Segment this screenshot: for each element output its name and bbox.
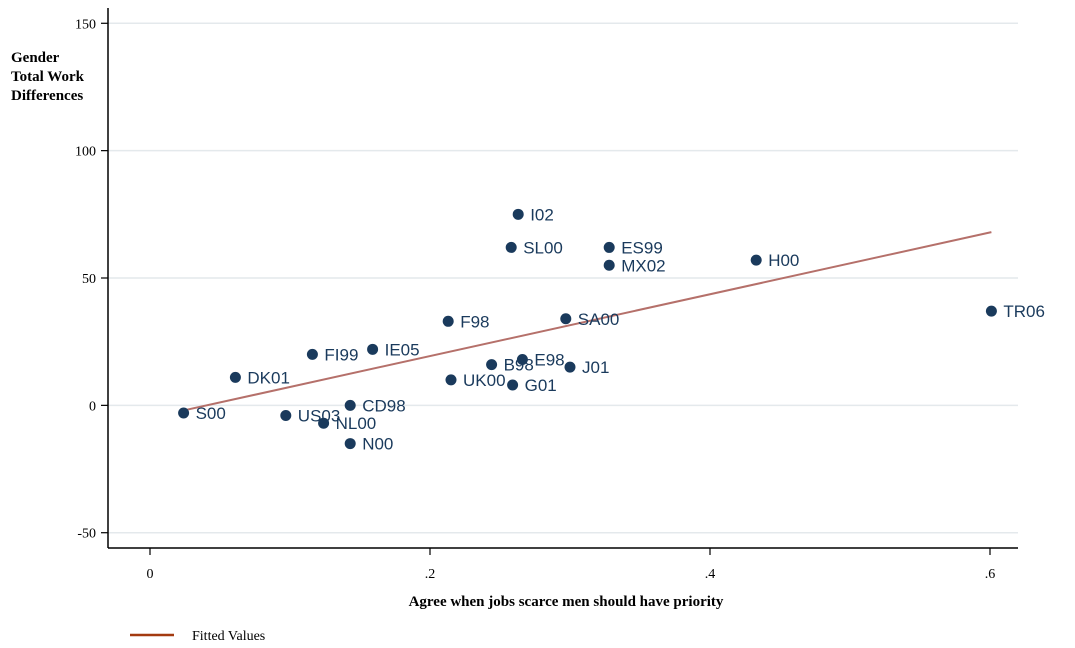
- point-label: IE05: [385, 340, 420, 359]
- data-point: [750, 254, 762, 266]
- x-tick-label: .4: [705, 567, 716, 582]
- data-point: [560, 313, 572, 325]
- point-label: F98: [460, 312, 489, 331]
- point-label: TR06: [1003, 302, 1045, 321]
- data-point: [564, 361, 576, 373]
- x-tick-label: .2: [425, 567, 436, 582]
- point-label: H00: [768, 251, 799, 270]
- data-point: [442, 315, 454, 327]
- data-point: [516, 354, 528, 366]
- data-points: S00DK01US03FI99NL00CD98N00IE05F98UK00B98…: [178, 205, 1045, 454]
- point-label: G01: [525, 376, 557, 395]
- point-label: SL00: [523, 238, 563, 257]
- data-point: [445, 374, 457, 386]
- point-label: E98: [534, 351, 564, 370]
- y-tick-label: 100: [75, 145, 96, 160]
- point-label: FI99: [324, 345, 358, 364]
- legend: Fitted Values: [130, 629, 265, 644]
- fitted-line: [183, 231, 992, 412]
- data-point: [178, 407, 190, 419]
- data-point: [344, 438, 356, 450]
- y-tick-label: 50: [82, 272, 96, 287]
- fitted-line-layer: [183, 231, 992, 412]
- point-label: SA00: [578, 310, 620, 329]
- point-label: J01: [582, 358, 609, 377]
- y-axis-label: Gender: [11, 50, 60, 66]
- data-point: [344, 399, 356, 411]
- data-point: [505, 241, 517, 253]
- grid-lines: [108, 22, 1018, 534]
- point-label: N00: [362, 435, 393, 454]
- y-tick-label: 0: [89, 399, 96, 414]
- point-label: NL00: [336, 414, 377, 433]
- data-point: [512, 208, 524, 220]
- data-point: [486, 359, 498, 371]
- data-point: [318, 417, 330, 429]
- point-label: US03: [298, 407, 341, 426]
- point-label: DK01: [247, 368, 290, 387]
- data-point: [229, 371, 241, 383]
- x-tick-label: .6: [985, 567, 996, 582]
- point-label: ES99: [621, 238, 663, 257]
- point-label: CD98: [362, 396, 405, 415]
- data-point: [367, 343, 379, 355]
- y-axis-label: Total Work: [11, 69, 85, 85]
- data-point: [603, 241, 615, 253]
- data-point: [306, 348, 318, 360]
- axis-labels: Gender Total Work Differences Agree when jo…: [11, 50, 724, 610]
- y-tick-label: 150: [75, 17, 96, 32]
- x-axis-label: Agree when jobs scarce men should have p…: [409, 594, 724, 610]
- point-label: UK00: [463, 371, 506, 390]
- point-label: I02: [530, 205, 554, 224]
- point-label: S00: [196, 404, 226, 423]
- point-label: MX02: [621, 256, 665, 275]
- data-point: [985, 305, 997, 317]
- data-point: [603, 259, 615, 271]
- data-point: [280, 410, 292, 422]
- y-tick-label: -50: [77, 527, 96, 542]
- y-axis-label: Differences: [11, 88, 83, 104]
- legend-label: Fitted Values: [192, 629, 265, 644]
- x-tick-label: 0: [147, 567, 154, 582]
- axes: -50 0 50 100 150 0 .2 .4 .6: [75, 8, 1018, 582]
- data-point: [507, 379, 519, 391]
